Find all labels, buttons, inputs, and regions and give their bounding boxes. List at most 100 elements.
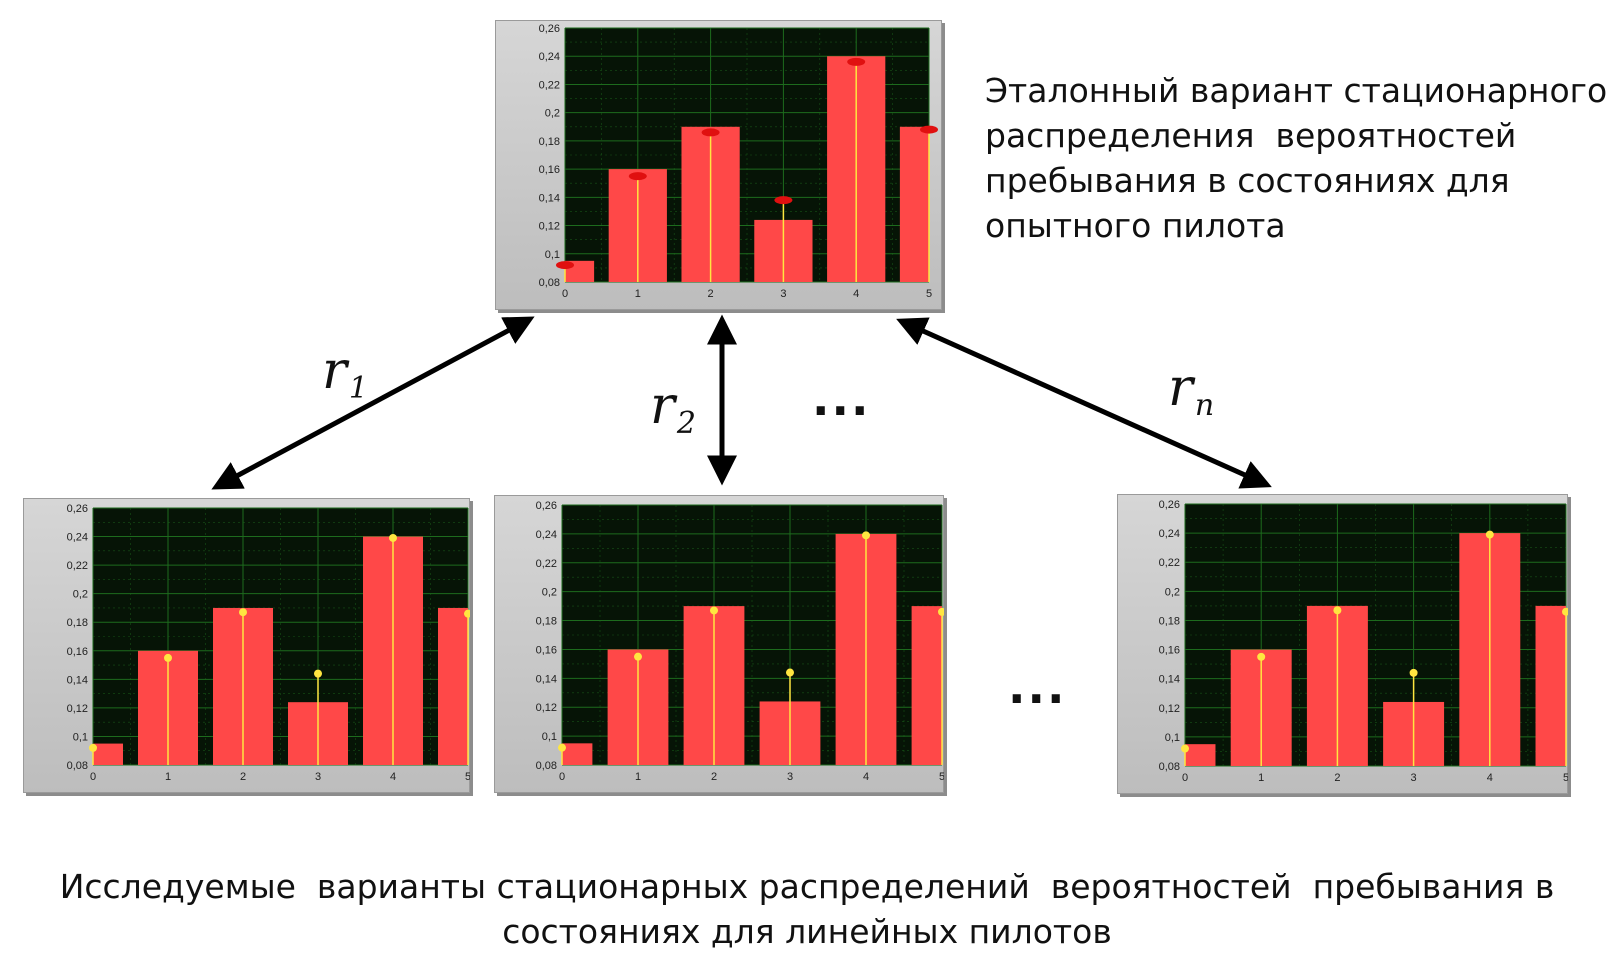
marker-point	[710, 606, 718, 615]
label-r2-index: 2	[676, 406, 696, 441]
tested-caption-line: Исследуемые варианты стационарных распре…	[59, 867, 1555, 906]
tested-chart-panel-n: 0,08 0,1 0,12 0,14 0,16 0,18 0,2 0,22 0,24 0,26 0 1…	[1117, 494, 1568, 794]
y-tick-label: 0,24	[536, 529, 557, 541]
marker-point	[862, 531, 870, 540]
label-r2-symbol: r	[650, 376, 675, 436]
y-tick-label: 0,12	[539, 221, 560, 233]
reference-chart: 0,08 0,1 0,12 0,14 0,16 0,18 0,2 0,22 0,24 0,26 0 1…	[539, 23, 938, 300]
marker-point	[1562, 607, 1568, 616]
tested-caption: Исследуемые варианты стационарных распре…	[0, 864, 1614, 954]
y-tick-label: 0,2	[542, 587, 557, 599]
y-tick-label: 0,08	[536, 760, 557, 772]
x-tick-label: 5	[939, 771, 944, 783]
reference-description-line: Эталонный вариант стационарного	[985, 71, 1608, 110]
marker-point	[558, 743, 566, 752]
y-tick-label: 0,14	[1159, 674, 1180, 686]
y-tick-label: 0,12	[536, 702, 557, 714]
marker-point	[938, 607, 944, 616]
arrow-rn	[896, 317, 1272, 489]
y-tick-label: 0,18	[67, 617, 88, 629]
marker-point	[1333, 606, 1342, 615]
x-tick-label: 0	[90, 771, 96, 783]
y-tick-label: 0,18	[1159, 615, 1180, 627]
y-tick-label: 0,1	[73, 731, 88, 743]
y-tick-label: 0,26	[539, 23, 560, 35]
y-tick-label: 0,12	[67, 703, 88, 715]
y-tick-label: 0,26	[1159, 499, 1180, 511]
y-tick-label: 0,14	[67, 674, 88, 686]
y-tick-label: 0,08	[539, 277, 560, 289]
label-r2: r2	[650, 380, 696, 450]
marker-point	[634, 652, 642, 661]
reference-marker	[701, 128, 720, 137]
x-tick-label: 1	[635, 771, 641, 783]
y-tick-label: 0,14	[539, 192, 560, 204]
label-rn: rn	[1168, 362, 1214, 432]
ellipsis-top: ...	[812, 372, 871, 426]
marker-point	[1409, 668, 1418, 677]
tested-chart-panel-1: 0,08 0,1 0,12 0,14 0,16 0,18 0,2 0,22 0,24 0,26 0 1…	[23, 498, 470, 793]
reference-description: Эталонный вариант стационарного распреде…	[985, 68, 1608, 248]
x-tick-label: 3	[1411, 772, 1417, 784]
x-tick-label: 2	[1334, 772, 1340, 784]
y-tick-label: 0,24	[1159, 528, 1180, 540]
x-tick-label: 4	[863, 771, 869, 783]
x-tick-label: 0	[1182, 772, 1188, 784]
y-tick-label: 0,1	[542, 731, 557, 743]
x-tick-label: 4	[390, 771, 396, 783]
y-tick-label: 0,22	[67, 560, 88, 572]
ellipsis-bottom: ...	[1008, 660, 1067, 714]
x-tick-label: 5	[1563, 772, 1568, 784]
bar	[899, 126, 929, 283]
y-tick-label: 0,2	[545, 108, 560, 120]
marker-point	[314, 669, 322, 678]
y-tick-label: 0,16	[536, 644, 557, 656]
y-tick-label: 0,2	[1165, 586, 1180, 598]
marker-point	[464, 609, 470, 618]
x-tick-label: 1	[1258, 772, 1264, 784]
x-tick-label: 5	[926, 288, 932, 300]
reference-marker	[920, 125, 938, 134]
y-tick-label: 0,26	[536, 500, 557, 512]
y-tick-label: 0,12	[1159, 703, 1180, 715]
reference-chart-panel: 0,08 0,1 0,12 0,14 0,16 0,18 0,2 0,22 0,24 0,26 0 1…	[495, 20, 942, 310]
y-tick-label: 0,22	[1159, 557, 1180, 569]
x-tick-label: 3	[787, 771, 793, 783]
tested-chart-panel-2: 0,08 0,1 0,12 0,14 0,16 0,18 0,2 0,22 0,24 0,26 0 1…	[494, 495, 944, 793]
x-tick-label: 4	[1487, 772, 1493, 784]
x-tick-label: 1	[635, 288, 641, 300]
tested-chart-1: 0,08 0,1 0,12 0,14 0,16 0,18 0,2 0,22 0,24 0,26 0 1…	[67, 503, 470, 783]
x-tick-label: 3	[780, 288, 786, 300]
y-tick-label: 0,1	[1165, 732, 1180, 744]
y-tick-label: 0,18	[536, 616, 557, 628]
y-tick-label: 0,22	[536, 558, 557, 570]
reference-description-line: распределения вероятностей	[985, 116, 1517, 155]
y-tick-label: 0,18	[539, 136, 560, 148]
marker-point	[89, 743, 97, 752]
arrow-r1	[211, 316, 535, 490]
x-tick-label: 3	[315, 771, 321, 783]
y-tick-label: 0,26	[67, 503, 88, 515]
y-tick-label: 0,24	[539, 51, 560, 63]
y-tick-label: 0,16	[539, 164, 560, 176]
reference-marker	[628, 172, 647, 181]
y-tick-label: 0,24	[67, 532, 88, 544]
x-tick-label: 4	[853, 288, 859, 300]
y-tick-label: 0,14	[536, 673, 557, 685]
y-tick-label: 0,08	[1159, 761, 1180, 773]
bar	[1535, 605, 1566, 766]
label-r1-index: 1	[348, 371, 368, 406]
x-tick-label: 0	[559, 771, 565, 783]
label-r1-symbol: r	[322, 341, 347, 401]
label-r1: r1	[322, 345, 368, 415]
marker-point	[1257, 652, 1266, 661]
reference-marker	[556, 261, 574, 270]
x-tick-label: 2	[711, 771, 717, 783]
label-rn-index: n	[1194, 388, 1215, 423]
bar	[562, 743, 593, 765]
y-tick-label: 0,2	[73, 589, 88, 601]
x-tick-label: 2	[708, 288, 714, 300]
marker-point	[239, 608, 247, 617]
bar	[438, 607, 468, 765]
marker-point	[389, 533, 397, 542]
